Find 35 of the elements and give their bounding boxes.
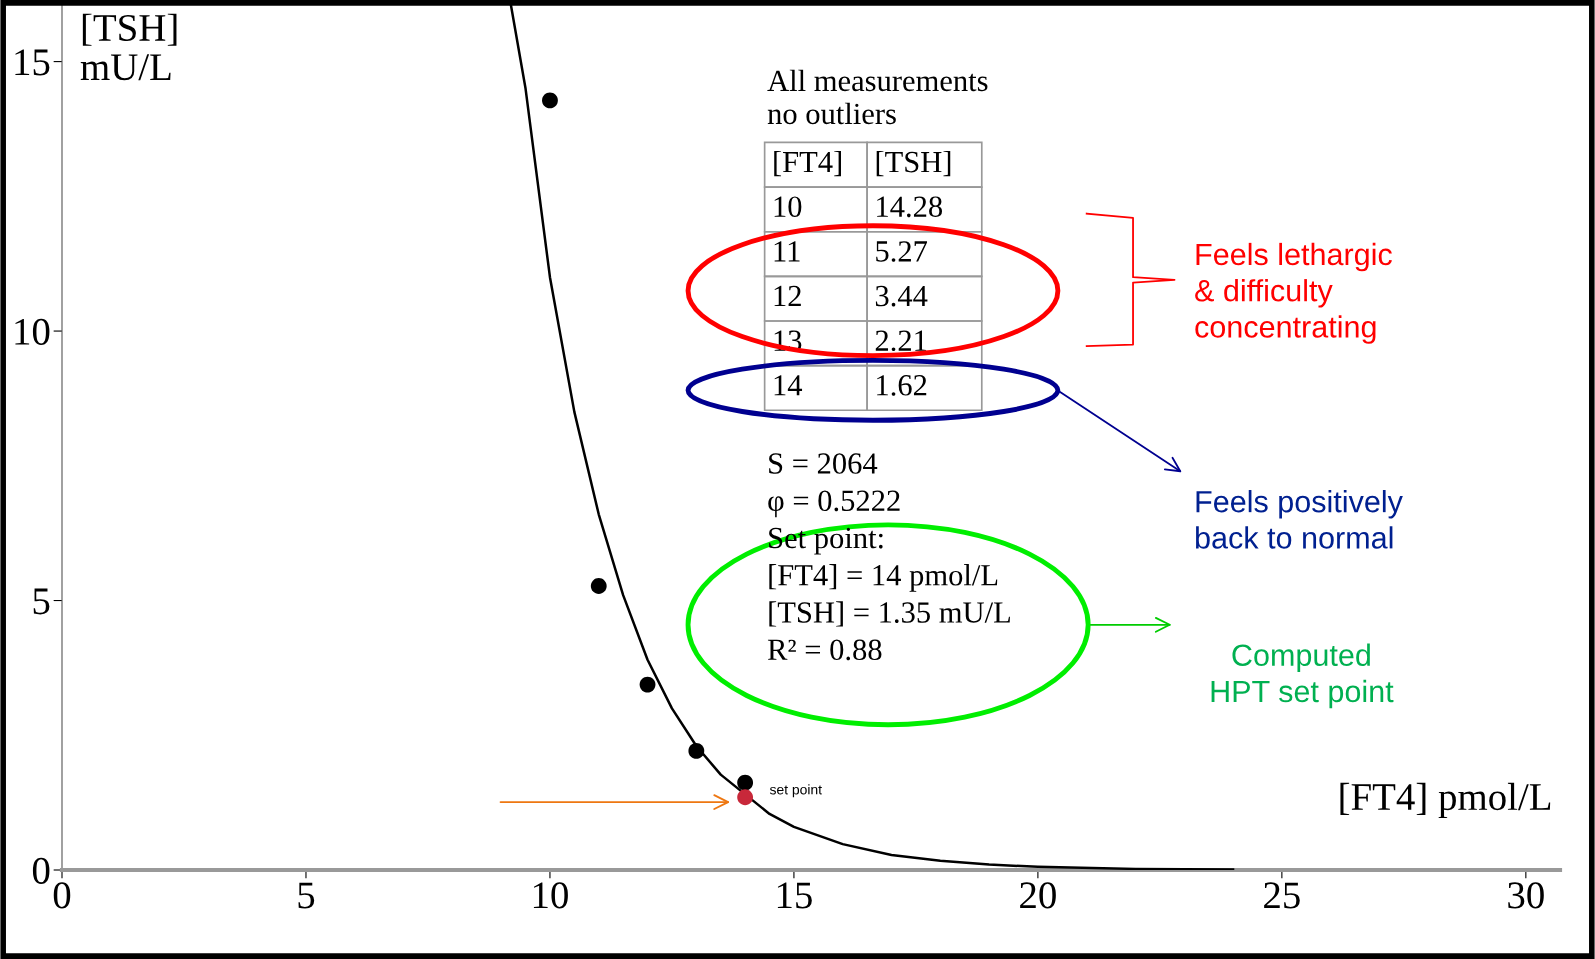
x-tick-label: 10 (533, 882, 568, 909)
y-tick-label: 10 (15, 318, 50, 345)
annotation: Feels lethargic & difficulty concentrating (1195, 242, 1392, 344)
x-tick-label: 0 (53, 882, 71, 909)
y-tick-label: 15 (15, 49, 50, 76)
annotation: Feels positively back to normal (1196, 490, 1403, 549)
annotation: [FT4] (774, 150, 841, 177)
x-axis-title: [FT4] pmol/L (1340, 782, 1551, 819)
annotation: [TSH] (876, 150, 951, 177)
x-tick-label: 20 (1020, 882, 1056, 909)
annotation: 14 (774, 375, 803, 396)
point (590, 578, 607, 594)
annotation: 2.21 (875, 330, 927, 352)
annotation: 14.28 (877, 196, 943, 218)
x-tick-label: 5 (298, 882, 315, 909)
point (688, 742, 705, 759)
x-tick-label: 15 (777, 882, 812, 909)
point (737, 789, 754, 806)
annotation: 12 (774, 285, 801, 307)
x-tick-label: 30 (1508, 882, 1544, 909)
point (542, 92, 558, 109)
y-tick-label: 0 (32, 857, 50, 884)
point (737, 774, 754, 791)
y-tick-label: 5 (33, 588, 50, 615)
point (639, 676, 656, 693)
annotation: 5.27 (876, 241, 928, 262)
annotation: 10 (774, 196, 802, 218)
annotation: 11 (774, 241, 800, 262)
series-label: set point (769, 784, 822, 798)
y-axis-title: [TSH] mU/L (80, 13, 177, 81)
x-tick-label: 25 (1264, 882, 1300, 909)
annotation: All measurements no outliers (767, 69, 988, 125)
annotation: Computed HPT set point (1211, 643, 1394, 709)
annotation: 3.44 (875, 285, 928, 307)
annotation: 1.62 (877, 375, 927, 396)
